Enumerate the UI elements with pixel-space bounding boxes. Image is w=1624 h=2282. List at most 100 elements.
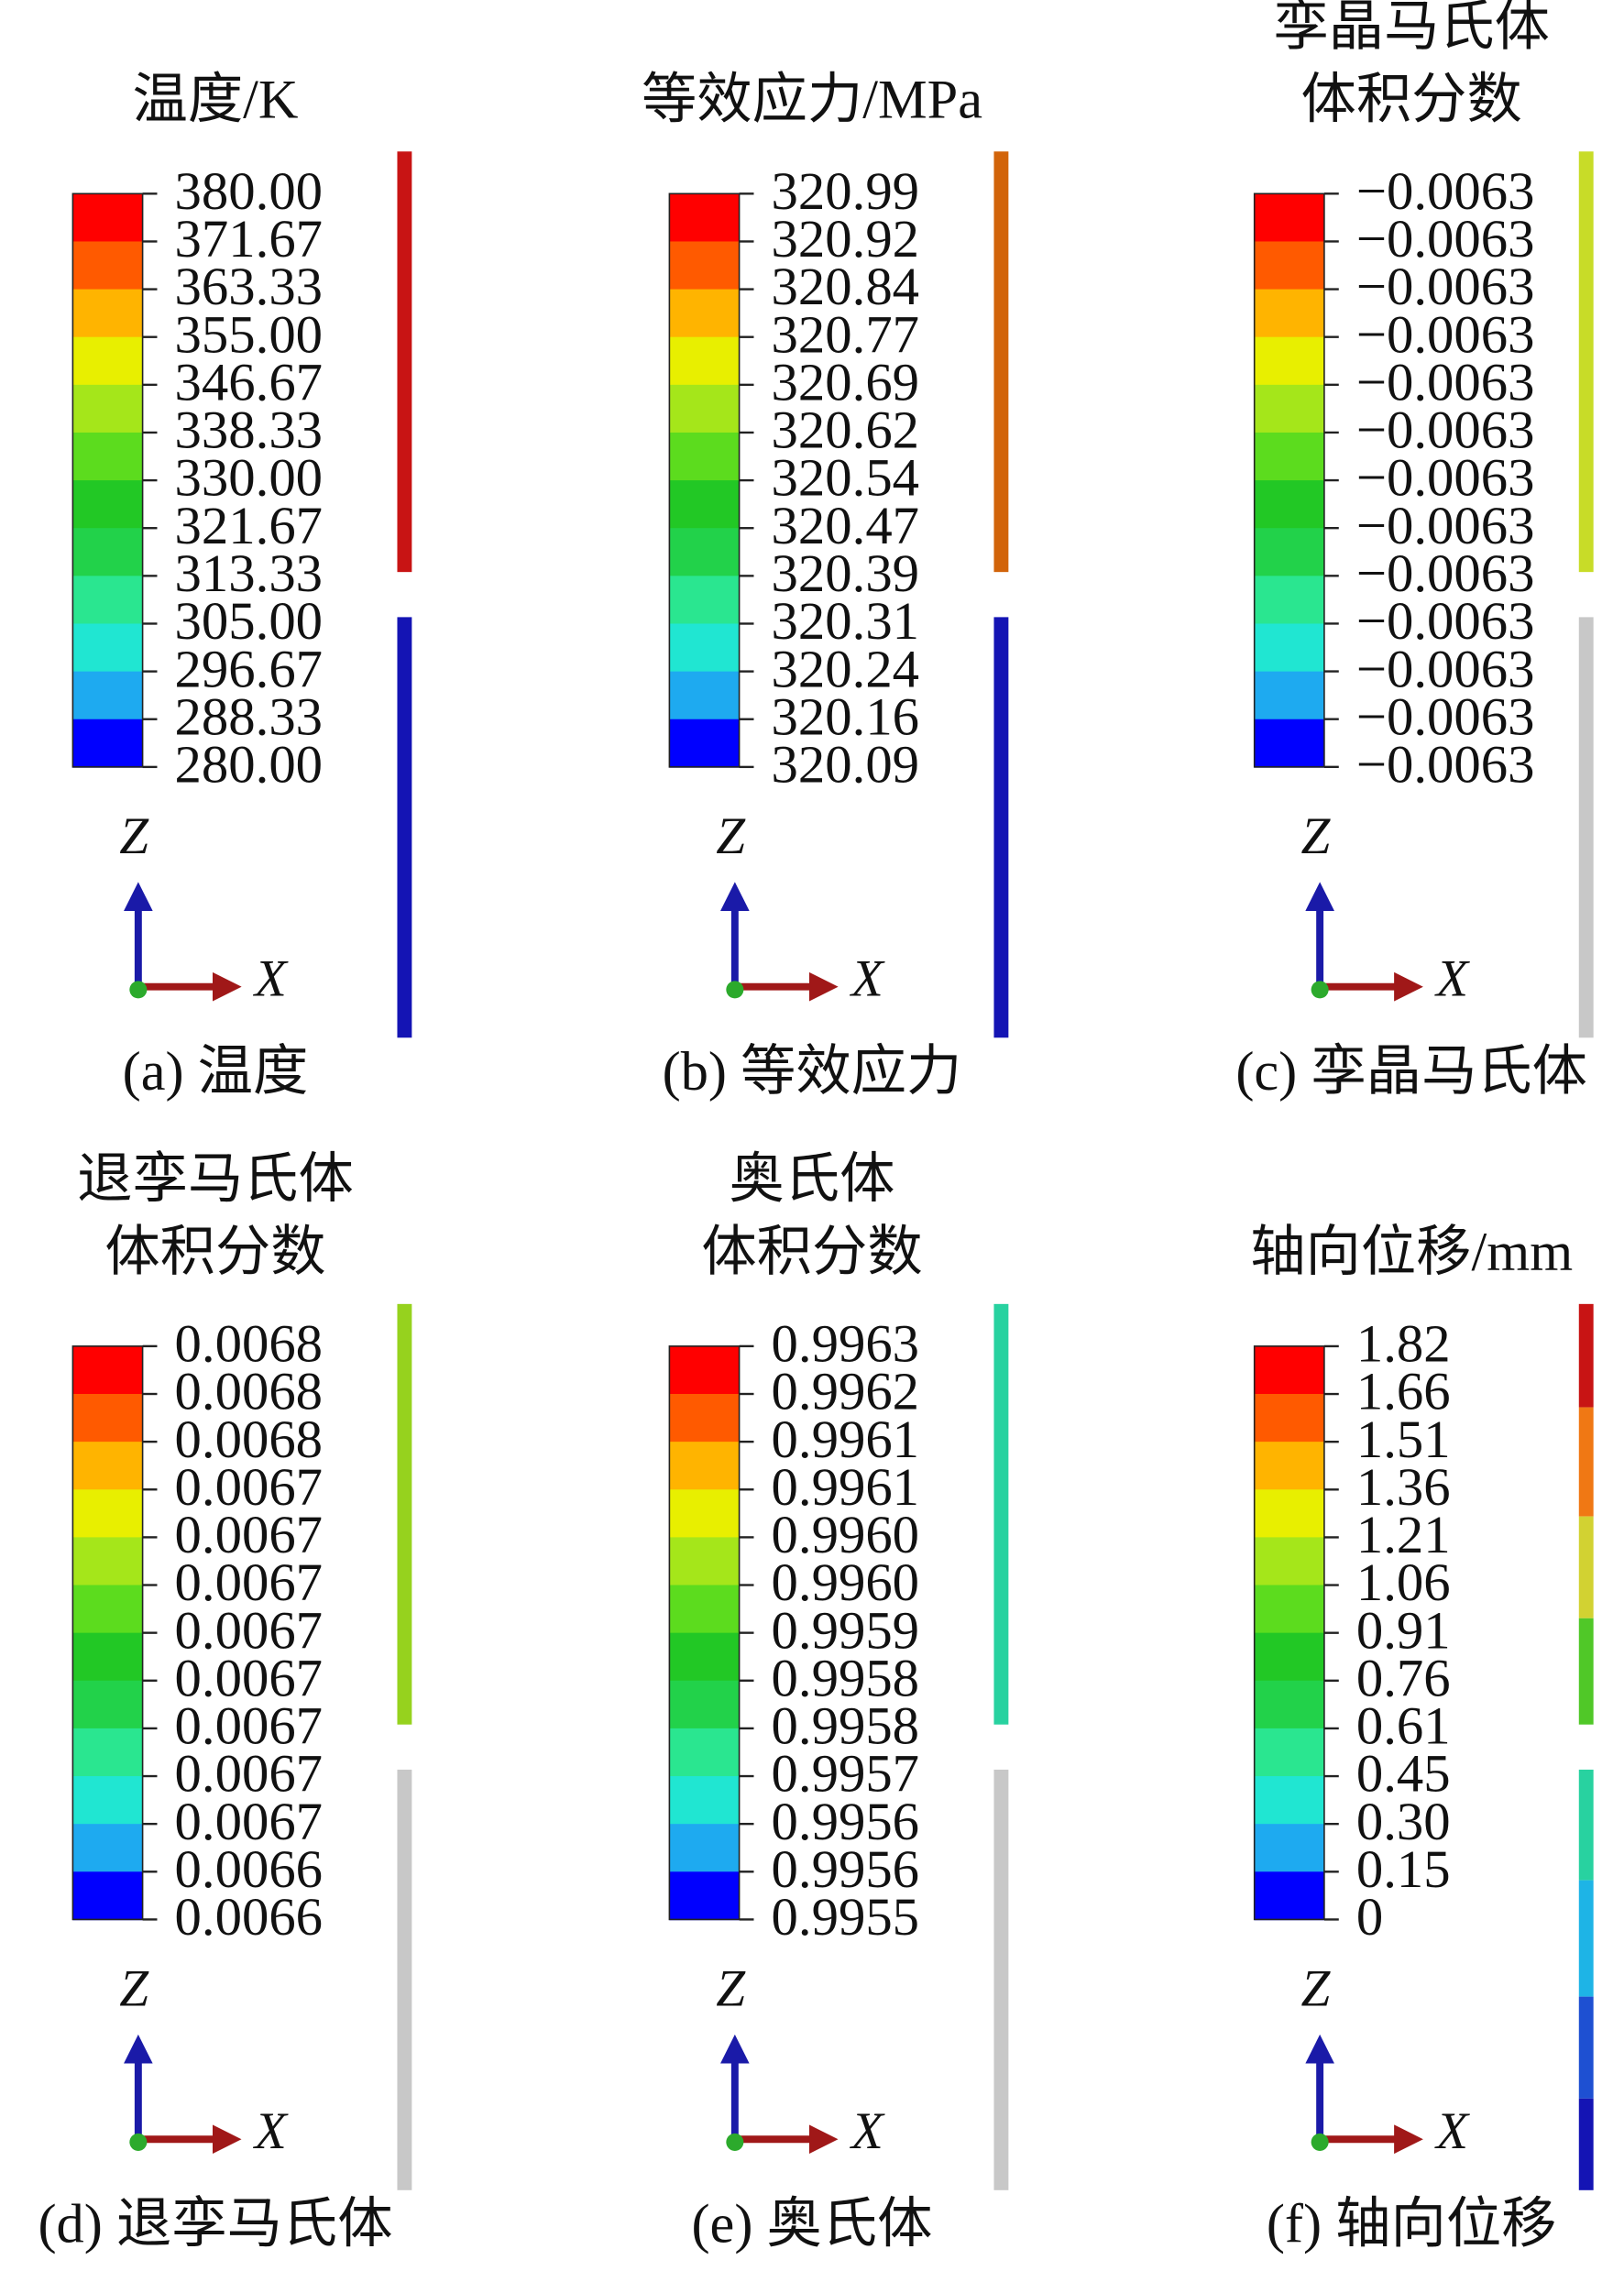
axis-origin [1311,981,1329,999]
legend-label: −0.0063 [1356,591,1535,651]
legend-band [72,1776,143,1825]
axis-z-label: Z [1301,807,1332,865]
legend-band [1254,1632,1324,1682]
legend-label: 0.0066 [175,1839,324,1899]
panel-title: 孪晶马氏体 [1273,0,1550,58]
legend-frame [71,192,144,768]
legend-band [669,1442,740,1491]
legend-label: 0.9955 [772,1887,920,1947]
panel: 轴向位移/mm1.821.661.511.361.211.060.910.760… [1250,1222,1594,2255]
legend-band [1254,1442,1324,1491]
rod-segment [1578,151,1594,573]
legend-label: 0.9961 [772,1410,920,1469]
rod-segment [1578,1769,1594,1881]
legend-label: −0.0063 [1356,161,1535,221]
legend-label: 320.47 [772,496,920,555]
legend-band [1254,241,1324,291]
legend-label: 330.00 [175,448,324,508]
legend-label: 1.82 [1356,1314,1451,1374]
legend-band [72,1632,143,1682]
axis-x-label: X [253,2102,289,2160]
rod-segment [1578,2098,1594,2190]
legend-band [1254,1871,1324,1921]
legend-band [1254,480,1324,530]
legend-label: 288.33 [175,686,324,746]
legend-label: 1.36 [1356,1457,1451,1517]
legend-label: 0.9958 [772,1648,920,1707]
legend-label: 0.0067 [175,1696,324,1756]
caption: (f) 轴向位移 [1267,2194,1557,2255]
panel-title: 体积分数 [701,1222,922,1283]
legend-label: −0.0063 [1356,543,1535,603]
legend-band [72,1585,143,1634]
legend-band [72,289,143,338]
axis-z-label: Z [1301,1960,1332,2018]
legend-band [1254,289,1324,338]
legend-label: 0.0067 [175,1648,324,1707]
panel-title: 体积分数 [1301,69,1522,130]
legend-label: 320.62 [772,400,920,460]
legend-band [72,528,143,577]
caption: (a) 温度 [123,1041,309,1103]
legend-band [1254,193,1324,243]
panel-title: 等效应力/MPa [642,69,982,130]
legend-label: 0.76 [1356,1648,1451,1707]
axis-z-label: Z [119,1960,149,2018]
legend-band [669,1489,740,1539]
axis-z-label: Z [119,807,149,865]
legend-label: 0.9960 [772,1552,920,1612]
legend-band [1254,384,1324,433]
legend-band [669,1871,740,1921]
legend-band [1254,719,1324,768]
panel: 孪晶马氏体体积分数−0.0063−0.0063−0.0063−0.0063−0.… [1235,0,1594,1103]
panel-title: 轴向位移/mm [1250,1222,1573,1283]
legend-band [1254,1345,1324,1395]
legend-label: 0.61 [1356,1696,1451,1756]
legend-band [669,193,740,243]
legend-label: 0.0068 [175,1410,324,1469]
axis-origin [726,2133,744,2151]
legend-label: 0.9958 [772,1696,920,1756]
legend-band [669,480,740,530]
rod-segment [993,617,1009,1038]
panel: 退孪马氏体体积分数0.00680.00680.00680.00670.00670… [38,1148,412,2255]
legend-label: 0.45 [1356,1744,1451,1804]
rod-segment [993,151,1009,573]
legend-band [669,576,740,625]
legend-band [669,528,740,577]
legend-label: −0.0063 [1356,686,1535,746]
legend-label: −0.0063 [1356,496,1535,555]
legend-band [72,241,143,291]
axis-origin [1311,2133,1329,2151]
legend-label: 320.99 [772,161,920,221]
legend-band [1254,1824,1324,1873]
legend-label: 0.0067 [175,1505,324,1564]
legend-label: −0.0063 [1356,400,1535,460]
axis-z-label: Z [716,1960,746,2018]
legend-label: −0.0063 [1356,209,1535,269]
legend-label: 0.9956 [772,1839,920,1899]
legend-label: 0.0068 [175,1362,324,1421]
legend-band [669,384,740,433]
legend-band [72,1871,143,1921]
legend-band [1254,1489,1324,1539]
axis-origin [726,981,744,999]
legend-band [72,719,143,768]
legend-band [72,1345,143,1395]
legend-band [669,1585,740,1634]
rod-segment [1578,1303,1594,1408]
legend-label: 0.9960 [772,1505,920,1564]
legend-label: −0.0063 [1356,257,1535,316]
legend-label: −0.0063 [1356,639,1535,698]
legend-band [1254,1776,1324,1825]
legend-label: 355.00 [175,304,324,364]
legend-band [669,1776,740,1825]
legend-label: 320.09 [772,735,920,795]
legend-label: 0.30 [1356,1792,1451,1851]
panel: 等效应力/MPa320.99320.92320.84320.77320.6932… [642,69,1009,1103]
legend-band [1254,1394,1324,1443]
rod-segment [397,151,412,573]
legend-band [669,241,740,291]
legend-band [1254,432,1324,481]
